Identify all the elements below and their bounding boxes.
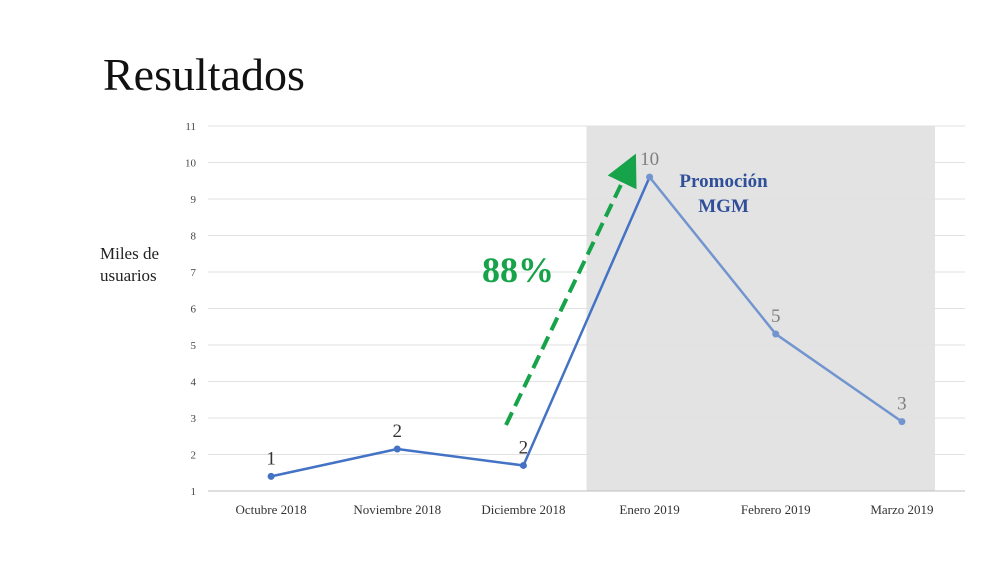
y-tick-label: 1: [191, 486, 197, 498]
data-label: 10: [640, 149, 659, 170]
y-tick-label: 2: [191, 450, 197, 462]
data-point: [267, 472, 275, 480]
promotion-label: Promoción: [679, 171, 768, 192]
y-tick-label: 4: [191, 377, 197, 389]
data-label: 2: [393, 421, 403, 442]
y-tick-label: 5: [191, 340, 197, 352]
x-tick-label: Diciembre 2018: [481, 502, 565, 517]
growth-percentage: 88%: [482, 250, 554, 290]
data-label: 5: [771, 306, 781, 327]
data-label: 3: [897, 394, 907, 415]
series-line-segment: [522, 175, 651, 467]
data-point: [646, 173, 654, 181]
data-label: 1: [266, 448, 276, 469]
data-point: [393, 445, 401, 453]
y-tick-label: 6: [191, 304, 197, 316]
x-tick-label: Octubre 2018: [236, 502, 307, 517]
promotion-label: MGM: [698, 196, 749, 217]
series-line-segment: [774, 332, 904, 423]
x-tick-label: Noviembre 2018: [353, 502, 441, 517]
data-point: [772, 330, 780, 338]
series-line-segment: [648, 175, 777, 336]
y-tick-label: 8: [191, 231, 197, 243]
series-line-segment: [396, 447, 525, 467]
x-tick-label: Enero 2019: [619, 502, 679, 517]
slide-title: Resultados: [103, 49, 305, 100]
data-point: [898, 418, 906, 426]
y-axis-label: Miles de usuarios: [100, 244, 160, 285]
series-line-segment: [269, 447, 399, 478]
data-label: 2: [519, 437, 529, 458]
y-tick-label: 3: [191, 413, 197, 425]
data-point: [519, 461, 527, 469]
y-tick-label: 11: [185, 121, 196, 133]
x-tick-label: Marzo 2019: [870, 502, 933, 517]
y-tick-label: 7: [191, 267, 197, 279]
x-tick-label: Febrero 2019: [741, 502, 811, 517]
y-tick-label: 10: [185, 158, 197, 170]
growth-arrow: [504, 153, 637, 426]
y-tick-label: 9: [191, 194, 197, 206]
